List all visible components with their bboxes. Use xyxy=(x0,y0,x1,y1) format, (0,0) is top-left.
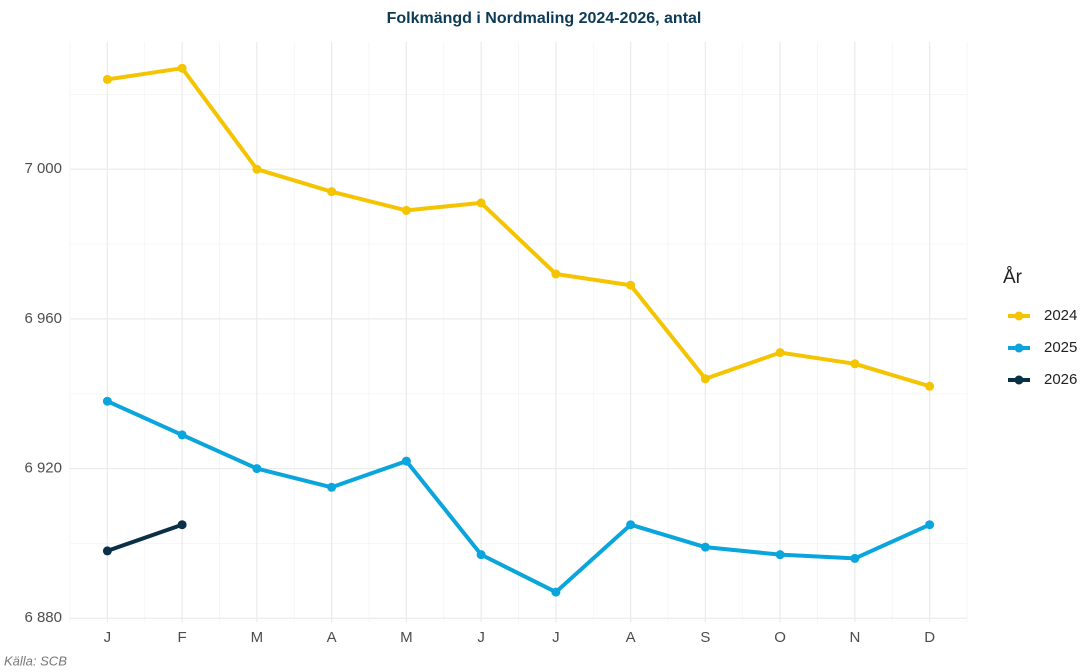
point xyxy=(102,74,112,84)
point xyxy=(252,164,262,174)
point xyxy=(177,430,187,440)
legend-key xyxy=(1014,375,1024,385)
series-line xyxy=(107,66,931,389)
caption: Källa: SCB xyxy=(4,653,67,668)
point xyxy=(252,464,262,474)
point xyxy=(626,280,636,290)
legend-title: År xyxy=(1003,267,1023,288)
chart-title: Folkmängd i Nordmaling 2024-2026, antal xyxy=(387,10,702,27)
point xyxy=(476,550,486,560)
x-tick-label: O xyxy=(774,629,786,646)
y-tick-label: 6 920 xyxy=(24,460,62,477)
point xyxy=(925,520,935,530)
x-tick-label: J xyxy=(104,629,112,646)
point xyxy=(700,542,710,552)
x-tick-label: F xyxy=(178,629,187,646)
series-line xyxy=(106,399,931,595)
point xyxy=(102,396,112,406)
x-tick-label: S xyxy=(700,629,710,646)
x-tick-label: J xyxy=(477,629,485,646)
x-tick-label: D xyxy=(924,629,935,646)
x-tick-label: N xyxy=(849,629,860,646)
legend-label: 2025 xyxy=(1044,339,1077,356)
point xyxy=(775,550,785,560)
point xyxy=(551,269,561,279)
y-tick-label: 6 880 xyxy=(24,609,62,626)
point xyxy=(401,205,411,215)
point xyxy=(327,187,337,197)
y-tick-label: 6 960 xyxy=(24,310,62,327)
point xyxy=(327,482,337,492)
x-tick-label: J xyxy=(552,629,560,646)
point xyxy=(177,63,187,73)
x-tick-label: M xyxy=(251,629,264,646)
legend-key xyxy=(1014,311,1024,321)
x-tick-label: M xyxy=(400,629,413,646)
point xyxy=(551,587,561,597)
point xyxy=(850,553,860,563)
point xyxy=(925,381,935,391)
point xyxy=(476,198,486,208)
series-line xyxy=(106,522,183,553)
legend-label: 2026 xyxy=(1044,371,1077,388)
point xyxy=(700,374,710,384)
point xyxy=(775,348,785,358)
point xyxy=(102,546,112,556)
point xyxy=(401,456,411,466)
point xyxy=(850,359,860,369)
x-tick-label: A xyxy=(327,629,337,646)
legend-label: 2024 xyxy=(1044,307,1077,324)
point xyxy=(626,520,636,530)
point xyxy=(177,520,187,530)
legend-key xyxy=(1014,343,1024,353)
y-tick-label: 7 000 xyxy=(24,160,62,177)
x-tick-label: A xyxy=(626,629,636,646)
